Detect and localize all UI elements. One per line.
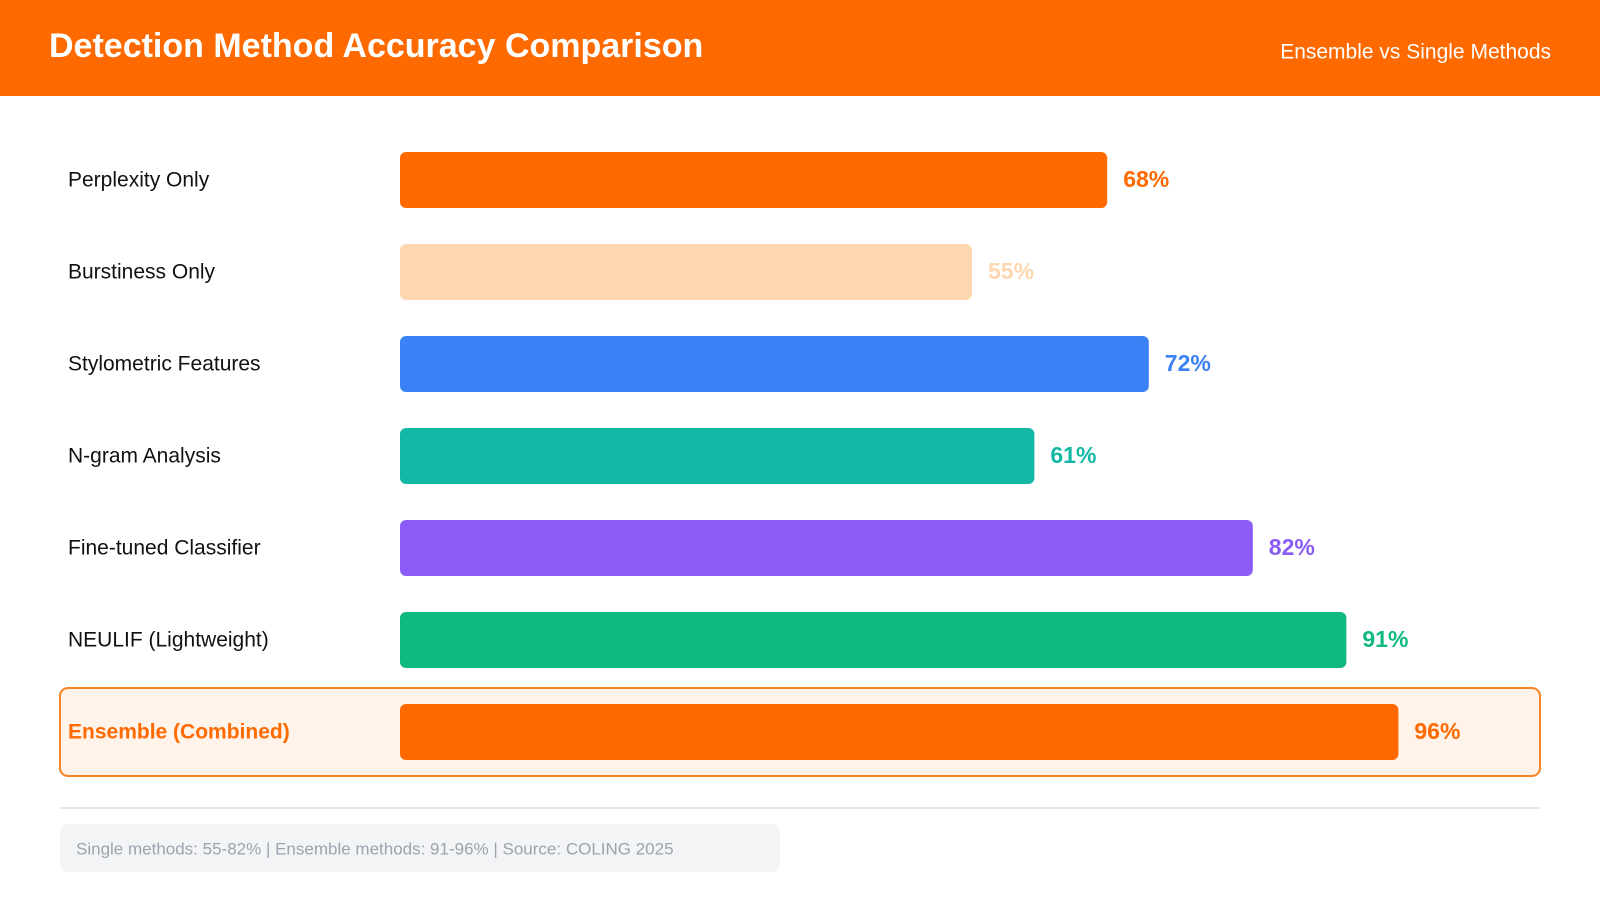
category-label: Burstiness Only	[68, 261, 216, 284]
category-label: Fine-tuned Classifier	[68, 537, 261, 560]
value-label: 68%	[1123, 166, 1169, 192]
note-box	[60, 824, 780, 872]
category-label: NEULIF (Lightweight)	[68, 629, 269, 652]
bar	[400, 520, 1253, 576]
category-label: N-gram Analysis	[68, 445, 221, 468]
bar	[400, 428, 1035, 484]
bar	[400, 244, 972, 300]
value-label: 61%	[1050, 442, 1096, 468]
category-label: Stylometric Features	[68, 353, 261, 376]
chart-subtitle: Ensemble vs Single Methods	[1280, 41, 1551, 64]
category-label: Perplexity Only	[68, 169, 210, 192]
bar	[400, 704, 1399, 760]
value-label: 96%	[1414, 718, 1460, 744]
value-label: 55%	[988, 258, 1034, 284]
category-label: Ensemble (Combined)	[68, 721, 290, 744]
chart-title: Detection Method Accuracy Comparison	[49, 27, 703, 65]
value-label: 72%	[1165, 350, 1211, 376]
header	[0, 0, 1600, 96]
value-label: 82%	[1269, 534, 1315, 560]
note: Single methods: 55-82% | Ensemble method…	[76, 839, 674, 858]
bar	[400, 152, 1108, 208]
value-label: 91%	[1362, 626, 1408, 652]
bar	[400, 336, 1149, 392]
bar	[400, 612, 1347, 668]
